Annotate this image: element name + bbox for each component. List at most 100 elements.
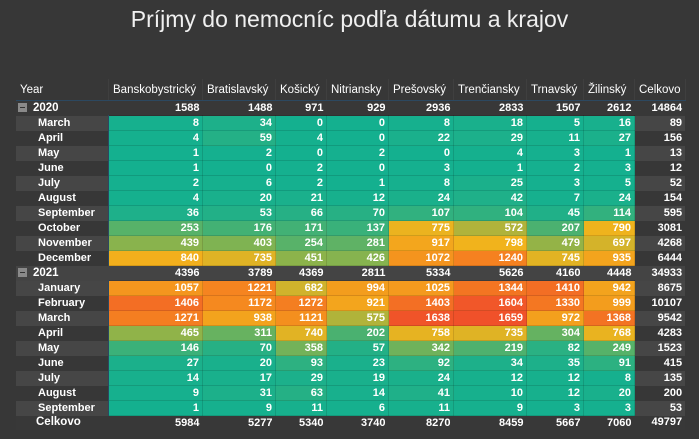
heat-cell: 1604	[453, 295, 527, 311]
header-region[interactable]: Nitriansky	[326, 79, 389, 101]
month-row: November 439 403 254 281 917 798 479 697 4268	[16, 235, 686, 251]
month-label: November	[16, 235, 109, 251]
heat-cell: 70	[326, 205, 389, 221]
year-total-cell: 14864	[634, 100, 686, 116]
heat-cell: 19	[326, 370, 389, 386]
heat-cell: 3	[526, 400, 584, 416]
heat-cell: 12	[526, 385, 584, 401]
heat-cell: 1172	[202, 295, 276, 311]
month-row: August 9 31 63 14 41 10 12 20 200	[16, 385, 685, 401]
year-subtotal-cell: 2811	[326, 265, 389, 281]
heat-cell: 24	[388, 370, 454, 386]
heat-cell: 254	[275, 235, 327, 251]
heat-cell: 1	[453, 160, 527, 176]
heat-cell: 2	[202, 145, 276, 161]
heat-cell: 3	[583, 400, 635, 416]
heat-cell: 917	[388, 235, 454, 251]
heat-cell: 0	[326, 130, 389, 146]
header-region[interactable]: Banskobystrický	[108, 79, 203, 101]
grand-total-cell: 7060	[583, 415, 635, 430]
heat-cell: 12	[326, 190, 389, 206]
header-region[interactable]: Prešovský	[388, 79, 454, 101]
year-subtotal-cell: 1588	[108, 100, 203, 116]
heat-cell: 12	[526, 370, 584, 386]
heat-cell: 24	[583, 190, 635, 206]
heat-cell: 57	[326, 340, 389, 356]
month-total-cell: 595	[634, 205, 686, 221]
heat-cell: 146	[108, 340, 203, 356]
month-row: March 1271 938 1121 575 1638 1659 972 1368 9542	[16, 310, 686, 326]
header-region[interactable]: Trnavský	[526, 79, 584, 101]
heat-cell: 14	[108, 370, 203, 386]
collapse-icon[interactable]	[18, 267, 27, 277]
year-subtotal-cell: 4160	[526, 265, 584, 281]
heat-cell: 1057	[108, 280, 203, 296]
heat-cell: 63	[275, 385, 327, 401]
heat-cell: 1403	[388, 295, 454, 311]
heat-cell: 921	[326, 295, 389, 311]
header-region[interactable]: Košický	[275, 79, 327, 101]
heat-cell: 53	[202, 205, 276, 221]
month-row: March 8 34 0 0 8 18 5 16 89	[16, 115, 686, 131]
month-label: April	[16, 325, 109, 341]
grand-total-cell: 5340	[275, 415, 327, 430]
heat-cell: 10	[453, 385, 527, 401]
month-row: January 1057 1221 682 994 1025 1344 1410 942 8675	[16, 280, 686, 296]
year-subtotal-cell: 4396	[108, 265, 203, 281]
heat-cell: 9	[453, 400, 527, 416]
month-total-cell: 9542	[634, 310, 686, 326]
year-subtotal-cell: 929	[326, 100, 389, 116]
heat-cell: 29	[453, 130, 527, 146]
heat-cell: 21	[275, 190, 327, 206]
heat-cell: 207	[526, 220, 584, 236]
month-label: March	[16, 115, 109, 131]
heat-cell: 4	[453, 145, 527, 161]
heat-cell: 17	[202, 370, 276, 386]
heat-cell: 682	[275, 280, 327, 296]
header-year[interactable]: Year	[16, 79, 109, 101]
month-row: June 1 0 2 0 3 1 2 3 12	[16, 160, 685, 176]
heat-cell: 451	[275, 250, 327, 266]
month-row: October 253 176 171 137 775 572 207 790 3081	[16, 220, 685, 236]
heat-cell: 92	[388, 355, 454, 371]
month-label: September	[16, 400, 109, 416]
heat-cell: 29	[275, 370, 327, 386]
heat-cell: 798	[453, 235, 527, 251]
header-region[interactable]: Trenčiansky	[453, 79, 527, 101]
month-total-cell: 3081	[657, 221, 683, 234]
heat-cell: 403	[202, 235, 276, 251]
heat-cell: 1406	[108, 295, 203, 311]
heat-cell: 8	[388, 115, 454, 131]
month-total-cell: 10107	[651, 296, 683, 309]
header-total[interactable]: Celkovo	[634, 79, 686, 101]
heat-cell: 35	[526, 355, 584, 371]
month-row: July 2 6 2 1 8 25 3 5 52	[16, 175, 686, 191]
heat-cell: 4	[108, 130, 203, 146]
heat-cell: 4	[108, 190, 203, 206]
month-row: December 840 735 451 426 1072 1240 745 935 6444	[16, 250, 685, 266]
header-region[interactable]: Bratislavský	[202, 79, 276, 101]
heat-cell: 171	[275, 220, 327, 236]
heat-cell: 9	[202, 400, 276, 416]
heat-cell: 426	[326, 250, 389, 266]
collapse-icon[interactable]	[18, 102, 27, 112]
year-subtotal-cell: 971	[275, 100, 327, 116]
grand-total-cell: 8270	[388, 415, 454, 430]
heat-cell: 745	[526, 250, 584, 266]
heat-cell: 1410	[526, 280, 584, 296]
heat-cell: 20	[202, 190, 276, 206]
year-text: 2020	[33, 101, 59, 114]
heat-cell: 11	[275, 400, 327, 416]
heat-cell: 34	[453, 355, 527, 371]
header-region[interactable]: Žilinský	[583, 79, 635, 101]
year-subtotal-cell: 4448	[583, 265, 635, 281]
heat-cell: 20	[583, 385, 635, 401]
month-label: June	[16, 160, 109, 176]
heat-cell: 1072	[388, 250, 454, 266]
heat-cell: 91	[583, 355, 635, 371]
heat-cell: 358	[275, 340, 327, 356]
heat-cell: 4	[275, 130, 327, 146]
heat-cell: 1	[108, 400, 203, 416]
heat-cell: 697	[583, 235, 635, 251]
month-row: September 36 53 66 70 107 104 45 114 595	[16, 205, 686, 221]
